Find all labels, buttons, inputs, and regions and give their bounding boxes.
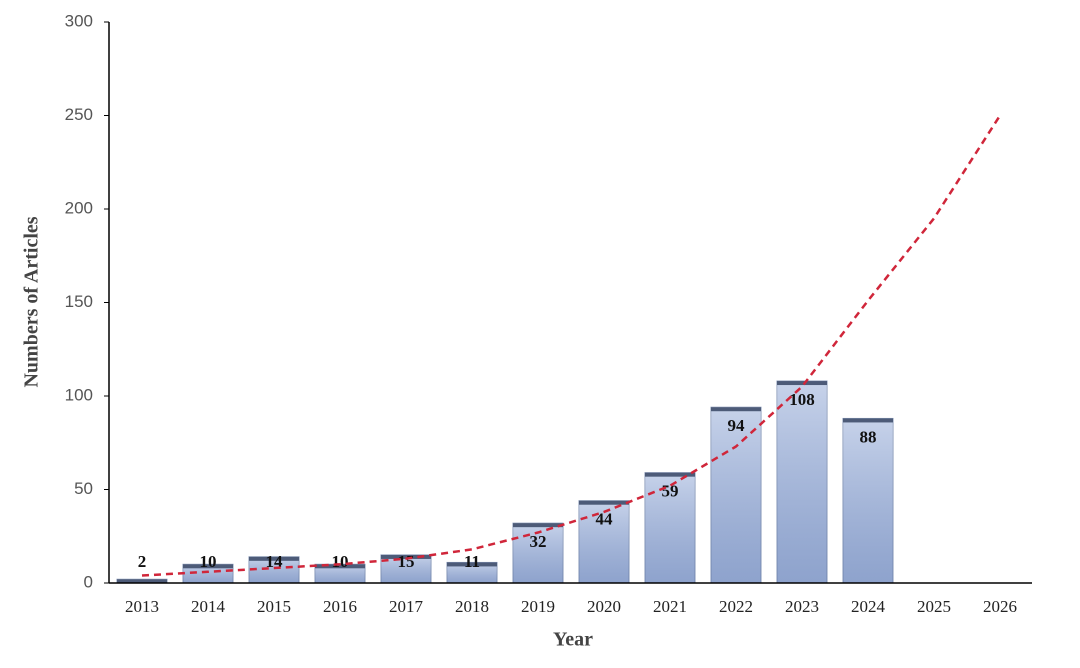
x-tick-label: 2015 — [257, 597, 291, 616]
bar-cap — [777, 381, 827, 386]
bar-cap — [249, 556, 299, 561]
x-tick-label: 2026 — [983, 597, 1017, 616]
bar-cap — [513, 523, 563, 528]
x-tick-label: 2020 — [587, 597, 621, 616]
value-label: 11 — [464, 552, 480, 571]
bar-shade — [447, 562, 497, 583]
x-tick-label: 2023 — [785, 597, 819, 616]
y-tick-label: 300 — [65, 11, 93, 30]
bar-shade — [249, 556, 299, 583]
x-tick-label: 2017 — [389, 597, 424, 616]
y-tick-label: 250 — [65, 105, 93, 124]
bar-cap — [447, 562, 497, 567]
x-tick-label: 2025 — [917, 597, 951, 616]
value-label: 10 — [200, 552, 217, 571]
y-tick-label: 50 — [74, 479, 93, 498]
bar-shade — [579, 500, 629, 583]
value-label: 15 — [398, 552, 415, 571]
bar-shade — [843, 418, 893, 583]
value-label: 32 — [530, 532, 547, 551]
value-label: 2 — [138, 552, 147, 571]
bar-cap — [711, 407, 761, 412]
trend-line — [141, 114, 1002, 577]
bar-cap — [381, 554, 431, 559]
bar-cap — [183, 564, 233, 569]
bar-cap — [579, 500, 629, 505]
value-label: 59 — [662, 482, 679, 501]
x-tick-label: 2016 — [323, 597, 357, 616]
x-tick-label: 2021 — [653, 597, 687, 616]
value-label: 14 — [266, 552, 284, 571]
y-tick-label: 150 — [65, 292, 93, 311]
value-label: 88 — [860, 427, 877, 446]
x-tick-label: 2018 — [455, 597, 489, 616]
value-label: 44 — [596, 510, 614, 529]
bar-shade — [711, 407, 761, 583]
value-label: 94 — [728, 416, 746, 435]
x-tick-label: 2024 — [851, 597, 886, 616]
value-label: 108 — [789, 390, 815, 409]
x-tick-label: 2019 — [521, 597, 555, 616]
bar-shade — [777, 381, 827, 583]
y-tick-label: 100 — [65, 385, 93, 404]
bar-cap — [117, 579, 167, 583]
value-label: 10 — [332, 552, 349, 571]
bar-cap — [315, 564, 365, 569]
x-tick-label: 2014 — [191, 597, 226, 616]
y-tick-label: 0 — [84, 572, 93, 591]
y-axis-title: Numbers of Articles — [21, 216, 43, 387]
x-tick-label: 2013 — [125, 597, 159, 616]
bar-cap — [843, 418, 893, 423]
x-tick-label: 2022 — [719, 597, 753, 616]
y-tick-label: 200 — [65, 198, 93, 217]
bar-shade — [315, 564, 365, 583]
bar-cap — [645, 472, 695, 477]
bar-shade — [183, 564, 233, 583]
x-axis-title: Year — [553, 629, 593, 651]
